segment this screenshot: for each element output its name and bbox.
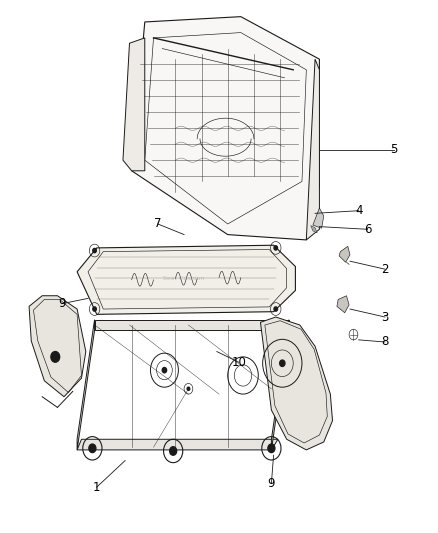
Circle shape xyxy=(274,307,278,311)
Text: 1: 1 xyxy=(93,481,100,494)
Circle shape xyxy=(51,352,60,362)
Circle shape xyxy=(170,447,177,455)
Polygon shape xyxy=(95,320,289,330)
Text: Seat Cushion: Seat Cushion xyxy=(163,276,205,281)
Circle shape xyxy=(274,246,278,250)
Polygon shape xyxy=(339,246,350,262)
Text: 8: 8 xyxy=(381,335,389,349)
Polygon shape xyxy=(261,317,332,450)
Polygon shape xyxy=(337,296,349,313)
Text: 9: 9 xyxy=(268,477,275,490)
Text: 7: 7 xyxy=(154,217,162,230)
Text: 3: 3 xyxy=(381,311,389,324)
Polygon shape xyxy=(77,245,295,314)
Circle shape xyxy=(93,307,96,311)
Polygon shape xyxy=(132,17,319,240)
Polygon shape xyxy=(313,208,324,228)
Circle shape xyxy=(89,444,96,453)
Text: 5: 5 xyxy=(390,143,397,156)
Text: 10: 10 xyxy=(231,356,246,369)
Polygon shape xyxy=(77,320,95,450)
Text: 9: 9 xyxy=(58,297,66,310)
Text: 6: 6 xyxy=(364,223,371,236)
Text: 2: 2 xyxy=(381,263,389,276)
Circle shape xyxy=(268,444,275,453)
Text: 4: 4 xyxy=(355,204,363,217)
Polygon shape xyxy=(306,59,319,240)
Circle shape xyxy=(93,248,96,253)
Circle shape xyxy=(162,368,166,373)
Polygon shape xyxy=(77,439,278,450)
Polygon shape xyxy=(123,38,145,171)
Polygon shape xyxy=(311,225,317,233)
Circle shape xyxy=(280,360,285,367)
Circle shape xyxy=(187,387,190,390)
Polygon shape xyxy=(29,296,86,397)
Polygon shape xyxy=(272,320,289,450)
